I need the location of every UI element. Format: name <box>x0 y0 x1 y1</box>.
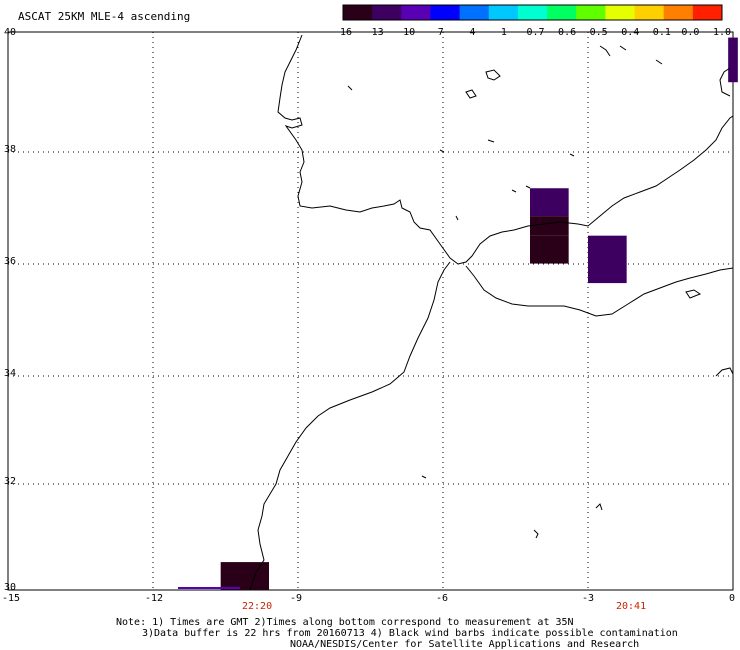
colorbar-label: -1 <box>494 27 507 38</box>
colorbar-label: -0.7 <box>520 27 545 38</box>
lon-label-0: 0 <box>729 593 736 604</box>
colorbar-swatch <box>488 5 519 20</box>
colorbar-label: -13 <box>365 27 384 38</box>
colorbar-swatch <box>343 5 373 20</box>
lat-label-38: 38 <box>4 144 17 155</box>
colorbar-label: -16 <box>333 27 353 38</box>
colorbar-swatch <box>692 5 723 20</box>
colorbar-label: -0.6 <box>552 27 577 38</box>
colorbar-swatch <box>605 5 636 20</box>
colorbar-swatch <box>517 5 548 20</box>
lat-label-32: 32 <box>4 476 17 487</box>
colorbar-label: 1.0 <box>712 27 732 38</box>
coastline <box>249 34 734 591</box>
map-frame <box>7 31 734 591</box>
lon-label-m6: -6 <box>436 593 449 604</box>
lat-label-40: 40 <box>4 27 17 38</box>
lon-label-m15: -15 <box>2 593 21 604</box>
colorbar-frame <box>342 4 723 21</box>
colorbar-label: 0.0 <box>681 27 700 38</box>
pass-time-1: 22:20 <box>242 601 273 612</box>
lat-label-34: 34 <box>4 368 17 379</box>
lon-label-m12: -12 <box>145 593 164 604</box>
colorbar-swatch <box>459 5 490 20</box>
lat-label-30: 30 <box>4 582 17 593</box>
colorbar-swatch <box>634 5 665 20</box>
colorbar-label: -7 <box>431 27 444 38</box>
lat-label-36: 36 <box>4 256 17 267</box>
lon-label-m9: -9 <box>290 593 303 604</box>
colorbar-swatch <box>576 5 606 20</box>
colorbar-swatch <box>372 5 402 20</box>
wind-cell <box>530 216 569 236</box>
colorbar-swatch <box>663 5 694 20</box>
colorbar-label: -0.1 <box>646 27 671 38</box>
note-line-2: 3)Data buffer is 22 hrs from 20160713 4)… <box>142 628 678 639</box>
colorbar-swatch <box>547 5 577 20</box>
note-line-3: NOAA/NESDIS/Center for Satellite Applica… <box>290 639 640 650</box>
wind-cell <box>530 188 569 217</box>
note-line-1: Note: 1) Times are GMT 2)Times along bot… <box>116 617 574 628</box>
colorbar-label: -0.5 <box>583 27 608 38</box>
wind-data-cells <box>220 37 738 590</box>
lon-label-m3: -3 <box>582 593 595 604</box>
graticule <box>8 32 733 590</box>
wind-cell <box>588 235 627 284</box>
pass-time-2: 20:41 <box>616 601 647 612</box>
wind-cell <box>728 37 738 83</box>
wind-cell <box>530 235 569 264</box>
colorbar-swatch <box>430 5 461 20</box>
colorbar-label: -4 <box>463 27 476 38</box>
colorbar <box>342 4 723 21</box>
colorbar-label: -0.4 <box>615 27 640 38</box>
colorbar-label: -10 <box>397 27 416 38</box>
colorbar-swatch <box>401 5 431 20</box>
wind-cell <box>220 562 269 590</box>
map-title: ASCAT 25KM MLE-4 ascending <box>18 10 191 23</box>
